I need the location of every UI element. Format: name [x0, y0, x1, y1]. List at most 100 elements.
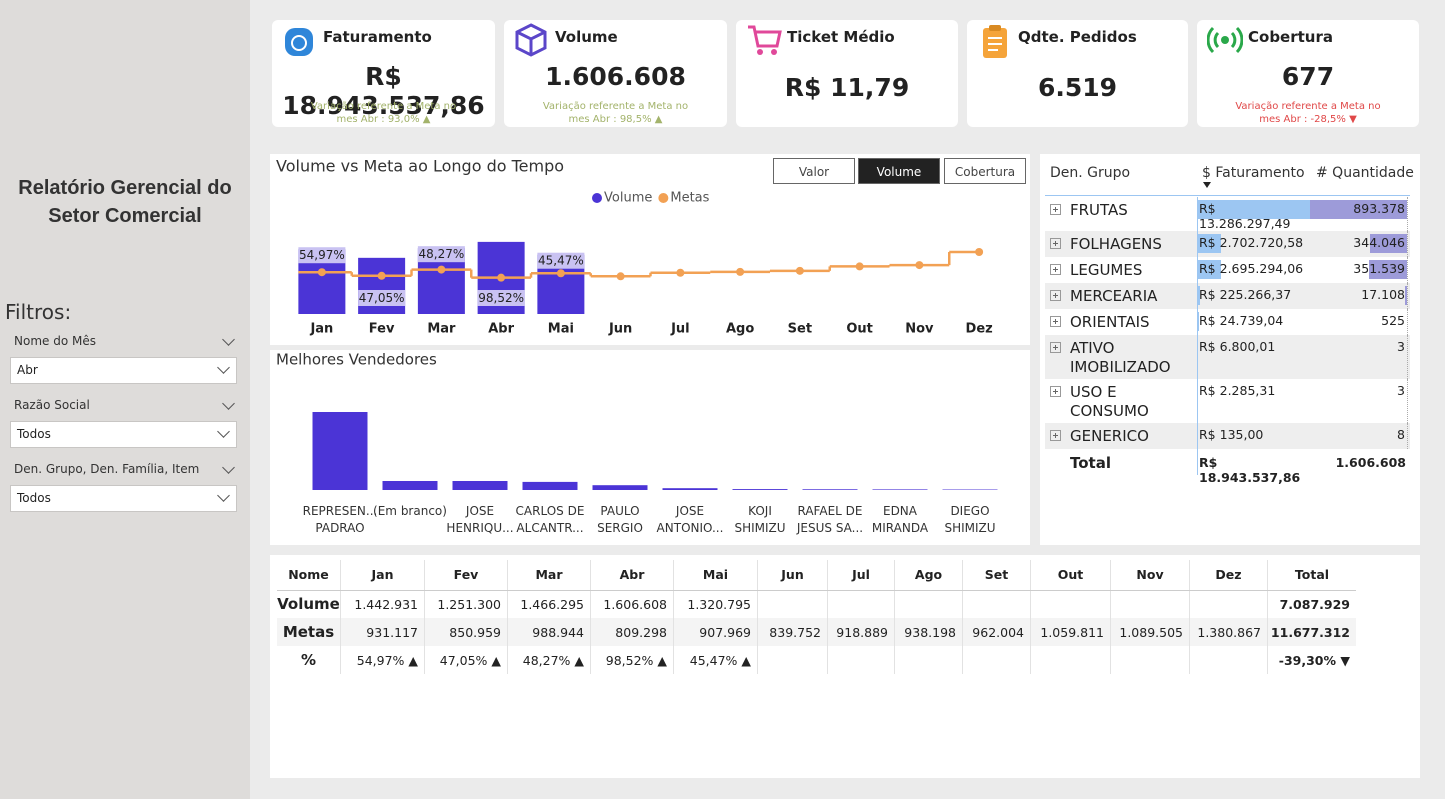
x-tick-label: Mai [548, 322, 574, 337]
x-tick-label: Mar [427, 322, 456, 337]
quantidade-cell: 525 [1310, 309, 1408, 335]
faturamento-cell: R$ 2.695.294,06 [1197, 257, 1310, 283]
quantidade-value: 17.108 [1361, 287, 1405, 302]
plus-box[interactable] [1050, 204, 1064, 218]
table-cell: 1.089.505 [1110, 618, 1190, 646]
quantidade-cell: 893.378 [1310, 197, 1408, 231]
report-title: Relatório Gerencial do Setor Comercial [18, 177, 232, 227]
line-point [497, 273, 506, 282]
view-button[interactable]: Valor [773, 158, 855, 184]
group-rows: FRUTAS R$ 13.286.297,49 893.378 FOLHAGENS R$… [1045, 197, 1410, 485]
column-header: Jun [757, 560, 828, 591]
faturamento-cell: R$ 2.702.720,58 [1197, 231, 1310, 257]
view-button[interactable]: Cobertura [944, 158, 1026, 184]
view-button[interactable]: Volume [858, 158, 940, 184]
column-header: Dez [1189, 560, 1268, 591]
table-cell: 1.059.811 [1030, 618, 1111, 646]
table-cell: 988.944 [507, 618, 591, 646]
icon [285, 28, 313, 56]
x-tick-label: Out [846, 322, 873, 337]
table-cell: 918.889 [827, 618, 895, 646]
x-tick-label: Jan [309, 322, 333, 337]
quantidade-value: 525 [1381, 313, 1405, 328]
x-tick-label: JOSE ANTONIO... [657, 504, 724, 535]
annotation-bg [477, 290, 525, 306]
plus-box[interactable] [1050, 430, 1064, 444]
kpi-icon [282, 22, 318, 60]
quantidade-cell: 344.046 [1310, 231, 1408, 257]
table-cell [1030, 646, 1111, 674]
filters-title: Filtros: [5, 300, 72, 324]
plus-box[interactable] [1050, 290, 1064, 304]
column-header: Out [1030, 560, 1111, 591]
kpi-card [736, 20, 958, 127]
filter-label: Nome do Mês [14, 334, 96, 348]
plus-box[interactable] [1050, 386, 1064, 400]
expand-icon [1045, 257, 1070, 283]
column-header: Nome [277, 560, 341, 591]
monthly-table: Nome Jan Fev Mar Abr Mai Jun Jul Ago Set Out Nov Dez… [277, 560, 1356, 674]
line-point [556, 269, 565, 278]
x-tick-label: Fev [369, 322, 395, 337]
x-tick-label: KOJI SHIMIZU [734, 504, 785, 535]
table-cell: 11.677.312 [1267, 618, 1356, 646]
table-cell [1189, 646, 1268, 674]
filter-dropdown[interactable]: Abr [10, 357, 237, 384]
plus-box[interactable] [1050, 238, 1064, 252]
total-quantidade: 1.606.608 [1335, 455, 1406, 470]
expand-icon [1045, 335, 1070, 379]
faturamento-cell: R$ 135,00 [1197, 423, 1310, 449]
table-cell: 907.969 [673, 618, 758, 646]
quantidade-cell: 351.539 [1310, 257, 1408, 283]
table-row: MERCEARIA R$ 225.266,37 17.108 [1045, 283, 1410, 309]
annotation: 98,52% [478, 291, 524, 305]
plus-box[interactable] [1050, 264, 1064, 278]
column-header: Mai [673, 560, 758, 591]
table-cell: 931.117 [340, 618, 425, 646]
kpi-icon [514, 22, 550, 60]
table-row: ORIENTAIS R$ 24.739,04 525 [1045, 309, 1410, 335]
kpi-title: Volume [555, 28, 618, 46]
filter-dropdown[interactable]: Todos [10, 485, 237, 512]
annotation-bg [358, 290, 406, 306]
table-cell: 45,47% ▲ [673, 646, 758, 674]
kpi-title: Faturamento [323, 28, 432, 46]
column-header: Jan [340, 560, 425, 591]
faturamento-cell: R$ 24.739,04 [1197, 309, 1310, 335]
line-point [795, 266, 804, 275]
quantidade-value: 893.378 [1353, 201, 1405, 216]
expand-icon [1045, 423, 1070, 449]
line-point [317, 268, 326, 277]
faturamento-cell: R$ 13.286.297,49 [1197, 197, 1310, 231]
kpi-value: 677 [1281, 62, 1335, 91]
filter-dropdown[interactable]: Todos [10, 421, 237, 448]
table-cell: 839.752 [757, 618, 828, 646]
table-cell: 1.606.608 [590, 590, 674, 618]
x-tick-label: JOSE HENRIQU... [446, 504, 513, 535]
column-header: # Quantidade [1316, 165, 1414, 181]
legend-marker [592, 193, 602, 203]
total-faturamento: R$ 18.943.537,86 [1197, 449, 1310, 485]
table-cell [894, 590, 963, 618]
kpi-note: Variação referente a Meta no mes Abr : 9… [542, 101, 689, 125]
kpi-value: 6.519 [1037, 73, 1118, 102]
legend-label: Metas [670, 191, 709, 206]
icon [1206, 26, 1244, 54]
line-point [855, 262, 864, 271]
chart-title: Volume vs Meta ao Longo do Tempo [276, 157, 564, 176]
group-name: USO E CONSUMO [1070, 383, 1149, 420]
annotation-bg [298, 247, 346, 264]
quantidade-cell: 8 [1310, 423, 1408, 449]
table-row: Metas 931.117 850.959 988.944 809.298 907.969… [277, 618, 1356, 646]
bar [732, 489, 788, 490]
table-cell [962, 646, 1031, 674]
quantidade-cell: 3 [1310, 379, 1408, 423]
x-tick-label: REPRESEN... PADRAO [303, 504, 378, 535]
quantidade-value: 3 [1397, 339, 1405, 354]
line-point [915, 261, 924, 270]
x-tick-label: (Em branco) [373, 504, 447, 518]
plus-box[interactable] [1050, 316, 1064, 330]
plus-box[interactable] [1050, 342, 1064, 356]
filter-value: Todos [17, 491, 51, 505]
